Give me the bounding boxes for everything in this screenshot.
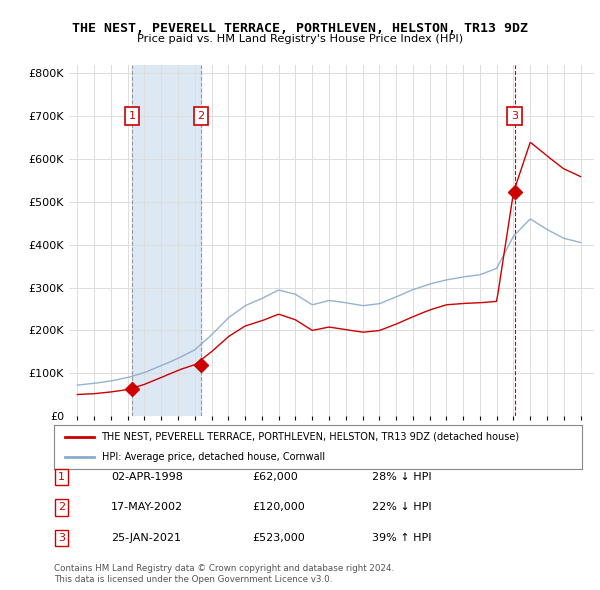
Text: 3: 3: [58, 533, 65, 543]
Text: 28% ↓ HPI: 28% ↓ HPI: [372, 472, 431, 481]
Text: HPI: Average price, detached house, Cornwall: HPI: Average price, detached house, Corn…: [101, 452, 325, 462]
Text: 02-APR-1998: 02-APR-1998: [111, 472, 183, 481]
Text: Contains HM Land Registry data © Crown copyright and database right 2024.: Contains HM Land Registry data © Crown c…: [54, 565, 394, 573]
Text: 25-JAN-2021: 25-JAN-2021: [111, 533, 181, 543]
Text: Price paid vs. HM Land Registry's House Price Index (HPI): Price paid vs. HM Land Registry's House …: [137, 34, 463, 44]
Text: £62,000: £62,000: [252, 472, 298, 481]
Text: 2: 2: [58, 503, 65, 512]
Text: THE NEST, PEVERELL TERRACE, PORTHLEVEN, HELSTON, TR13 9DZ (detached house): THE NEST, PEVERELL TERRACE, PORTHLEVEN, …: [101, 432, 520, 442]
Text: 2: 2: [197, 112, 205, 122]
Text: 39% ↑ HPI: 39% ↑ HPI: [372, 533, 431, 543]
Text: 1: 1: [128, 112, 136, 122]
Text: 17-MAY-2002: 17-MAY-2002: [111, 503, 183, 512]
Text: £120,000: £120,000: [252, 503, 305, 512]
Text: THE NEST, PEVERELL TERRACE, PORTHLEVEN, HELSTON, TR13 9DZ: THE NEST, PEVERELL TERRACE, PORTHLEVEN, …: [72, 22, 528, 35]
Bar: [132, 65, 201, 416]
Text: 1: 1: [58, 472, 65, 481]
Text: 22% ↓ HPI: 22% ↓ HPI: [372, 503, 431, 512]
Text: 3: 3: [511, 112, 518, 122]
Text: This data is licensed under the Open Government Licence v3.0.: This data is licensed under the Open Gov…: [54, 575, 332, 584]
Text: £523,000: £523,000: [252, 533, 305, 543]
